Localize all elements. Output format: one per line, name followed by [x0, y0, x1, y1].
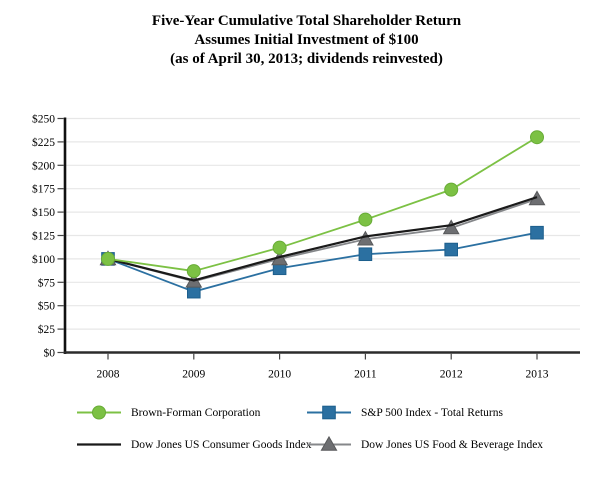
x-tick-label: 2010 — [268, 369, 291, 381]
y-tick-label: $100 — [32, 253, 55, 266]
circle-marker-icon — [101, 251, 115, 266]
legend-label: Brown-Forman Corporation — [131, 406, 261, 419]
legend-label: Dow Jones US Consumer Goods Index — [131, 438, 312, 451]
chart-title: Five-Year Cumulative Total Shareholder R… — [0, 12, 613, 69]
circle-marker-icon — [186, 264, 201, 279]
y-tick-label: $125 — [32, 230, 55, 243]
y-tick-label: $75 — [38, 276, 56, 289]
y-axis-labels: $0 $25 $50 $75 $100 $125 $150 $175 $200 $225 $250 — [32, 113, 64, 360]
y-tick-label: $200 — [32, 159, 55, 172]
y-tick-label: $50 — [38, 300, 56, 313]
chart-title-line-2: Assumes Initial Investment of $100 — [194, 32, 419, 48]
square-marker-icon — [322, 405, 336, 420]
legend-item-dj-consumer-goods: Dow Jones US Consumer Goods Index — [77, 436, 311, 453]
circle-marker-icon — [444, 182, 459, 197]
legend-item-brown-forman: Brown-Forman Corporation — [77, 404, 260, 421]
legend-item-sp500: S&P 500 Index - Total Returns — [307, 404, 503, 421]
x-tick-label: 2012 — [440, 369, 463, 381]
legend-label: S&P 500 Index - Total Returns — [361, 406, 503, 419]
square-marker-icon — [358, 247, 373, 262]
y-tick-label: $175 — [32, 183, 55, 196]
y-tick-label: $150 — [32, 206, 55, 219]
series-line — [107, 136, 538, 272]
square-marker-icon — [530, 225, 544, 240]
line-circle-marker-icon — [77, 405, 121, 420]
series-line — [107, 198, 538, 283]
x-tick-label: 2013 — [526, 369, 549, 381]
series-line — [107, 231, 538, 293]
y-tick-label: $25 — [38, 323, 56, 336]
circle-marker-icon — [530, 130, 544, 145]
triangle-marker-icon — [442, 219, 460, 235]
series-0 — [101, 130, 544, 279]
line-triangle-marker-icon — [307, 436, 351, 451]
y-tick-label: $250 — [32, 113, 55, 126]
y-tick-label: $225 — [32, 136, 55, 149]
legend-label: Dow Jones US Food & Beverage Index — [361, 438, 544, 451]
line-square-marker-icon — [307, 405, 351, 420]
circle-marker-icon — [272, 240, 287, 255]
gridlines — [66, 117, 580, 330]
chart-title-line-1: Five-Year Cumulative Total Shareholder R… — [151, 13, 462, 29]
x-axis-labels: 2008 2009 2010 2011 2012 2013 — [97, 353, 549, 381]
series-line — [107, 196, 538, 282]
square-marker-icon — [444, 242, 458, 257]
circle-marker-icon — [92, 405, 106, 420]
axes — [63, 117, 580, 354]
x-tick-label: 2009 — [182, 369, 205, 381]
plain-line-marker-icon — [77, 443, 121, 446]
series-1 — [101, 225, 544, 299]
y-tick-label: $0 — [44, 347, 56, 360]
legend-item-dj-food-beverage: Dow Jones US Food & Beverage Index — [307, 436, 543, 453]
series-2 — [107, 196, 538, 282]
triangle-marker-icon — [320, 436, 338, 451]
x-tick-label: 2008 — [97, 369, 120, 381]
x-tick-label: 2011 — [354, 369, 377, 381]
circle-marker-icon — [358, 212, 373, 227]
chart-title-line-3: (as of April 30, 2013; dividends reinves… — [170, 51, 443, 67]
